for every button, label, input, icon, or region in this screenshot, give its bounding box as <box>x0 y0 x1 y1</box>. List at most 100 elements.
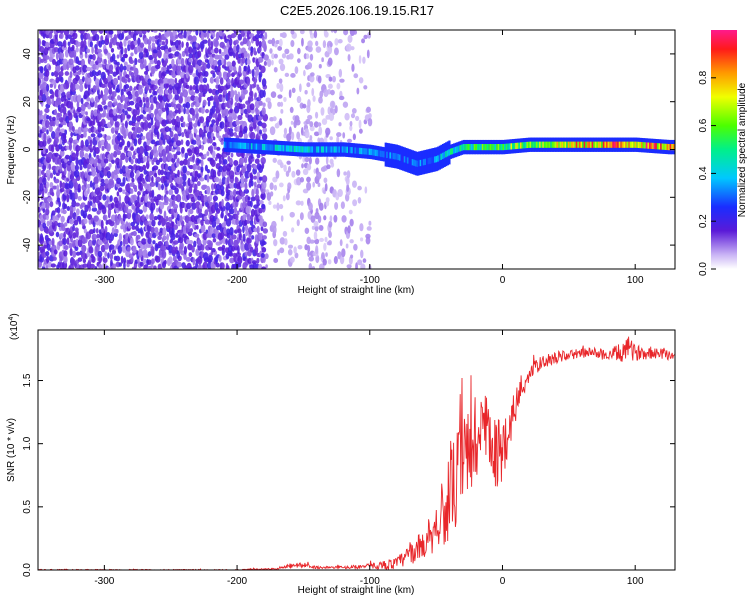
noise-speckle <box>162 138 166 145</box>
noise-speckle <box>309 30 313 36</box>
noise-speckle <box>262 127 267 133</box>
ridge-core <box>515 142 518 150</box>
noise-speckle <box>95 228 99 234</box>
noise-speckle <box>233 159 239 167</box>
noise-speckle <box>259 89 264 99</box>
noise-speckle <box>64 71 70 76</box>
noise-speckle <box>226 72 231 78</box>
noise-speckle <box>72 223 75 232</box>
ridge-core <box>539 141 542 148</box>
noise-speckle <box>118 158 123 167</box>
noise-speckle <box>233 90 238 96</box>
noise-speckle <box>109 220 115 227</box>
snr-multiplier-base: (x10 <box>9 320 20 340</box>
noise-speckle <box>217 112 222 122</box>
noise-speckle <box>93 34 100 42</box>
noise-speckle <box>100 71 106 81</box>
noise-speckle <box>76 215 82 222</box>
noise-speckle <box>138 166 144 173</box>
noise-speckle <box>136 126 142 134</box>
noise-speckle <box>144 151 149 157</box>
noise-speckle <box>336 168 341 178</box>
noise-speckle <box>155 159 160 166</box>
noise-speckle <box>42 139 47 147</box>
noise-speckle <box>247 30 251 34</box>
noise-speckle <box>91 70 97 77</box>
noise-speckle <box>237 228 242 234</box>
noise-speckle <box>180 57 185 67</box>
noise-speckle <box>327 57 333 66</box>
noise-speckle <box>82 263 88 268</box>
noise-speckle <box>57 213 61 218</box>
noise-speckle <box>153 85 158 90</box>
ridge-core <box>669 144 672 151</box>
ridge-core <box>254 143 257 150</box>
noise-speckle <box>252 57 256 63</box>
ridge-core <box>255 143 258 150</box>
noise-speckle <box>270 59 274 66</box>
noise-speckle <box>147 78 152 86</box>
noise-speckle <box>185 108 190 115</box>
noise-speckle <box>73 30 77 33</box>
noise-speckle <box>221 244 226 251</box>
noise-speckle <box>253 181 257 188</box>
ridge-core <box>269 144 273 151</box>
noise-speckle <box>228 194 234 201</box>
ridge-core <box>386 151 389 158</box>
noise-speckle <box>132 194 138 201</box>
noise-speckle <box>152 232 157 239</box>
noise-speckle <box>267 39 273 45</box>
noise-speckle <box>216 153 222 159</box>
noise-speckle <box>160 78 164 84</box>
noise-speckle <box>111 159 115 164</box>
ridge-core <box>422 159 426 166</box>
noise-speckle <box>258 40 262 48</box>
noise-speckle <box>148 54 154 61</box>
noise-speckle <box>246 77 251 86</box>
ridge-core <box>338 146 341 153</box>
noise-speckle <box>108 41 113 49</box>
noise-speckle <box>235 252 241 257</box>
noise-speckle <box>222 237 227 245</box>
noise-speckle <box>341 215 347 223</box>
ridge-core <box>671 144 674 151</box>
ridge-core <box>491 144 494 151</box>
snr-x-tick-label: -300 <box>94 576 114 587</box>
noise-speckle <box>228 170 235 180</box>
ridge-core <box>513 142 516 150</box>
noise-speckle <box>197 166 202 171</box>
noise-speckle <box>64 203 68 209</box>
noise-speckle <box>229 131 235 137</box>
noise-speckle <box>318 96 323 104</box>
noise-speckle <box>116 177 122 185</box>
noise-speckle <box>76 100 80 109</box>
noise-speckle <box>68 242 73 249</box>
noise-speckle <box>353 73 359 79</box>
noise-speckle <box>103 94 109 101</box>
noise-speckle <box>250 196 256 202</box>
noise-speckle <box>357 185 362 191</box>
noise-speckle <box>226 176 230 184</box>
noise-speckle <box>112 71 117 77</box>
ridge-core <box>451 148 454 155</box>
noise-speckle <box>60 215 65 223</box>
noise-speckle <box>142 204 148 213</box>
noise-speckle <box>48 32 53 39</box>
noise-speckle <box>259 129 263 135</box>
noise-speckle <box>257 56 264 63</box>
noise-speckle <box>329 42 333 48</box>
noise-speckle <box>77 94 82 103</box>
noise-speckle <box>57 197 61 203</box>
noise-speckle <box>311 266 315 269</box>
noise-speckle <box>235 218 239 226</box>
noise-speckle <box>249 172 253 180</box>
spectrogram-x-tick-label: -200 <box>227 275 247 286</box>
ridge-core <box>381 150 384 158</box>
noise-speckle <box>172 30 177 37</box>
noise-speckle <box>72 250 77 258</box>
noise-speckle <box>318 126 323 136</box>
noise-speckle <box>218 48 222 55</box>
noise-speckle <box>309 121 314 128</box>
ridge-core <box>666 143 669 151</box>
noise-speckle <box>42 222 47 229</box>
